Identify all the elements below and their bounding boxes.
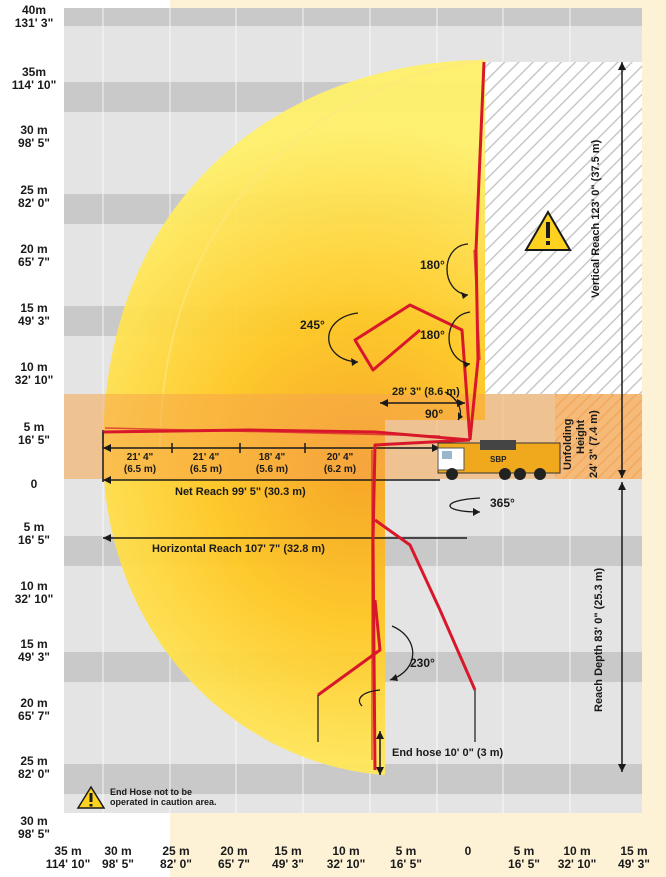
x-tick-ft: 16' 5" <box>390 857 422 871</box>
y-tick-ft: 32' 10" <box>14 373 54 387</box>
x-tick-m: 5 m <box>395 844 417 858</box>
net-reach-label: Net Reach 99' 5" (30.3 m) <box>175 486 306 498</box>
section-ft: 20' 4" <box>326 452 354 463</box>
y-tick-ft: 65' 7" <box>18 709 50 723</box>
reach-depth-label: Reach Depth 83' 0" (25.3 m) <box>593 567 605 712</box>
x-tick-m: 30 m <box>104 844 132 858</box>
note-warning-icon <box>76 785 106 809</box>
x-tick-m: 0 <box>464 844 472 858</box>
y-tick-ft: 49' 3" <box>18 314 50 328</box>
y-tick-ft: 98' 5" <box>18 827 50 841</box>
y-tick-ft: 16' 5" <box>18 433 50 447</box>
unfolding-label-2: Height <box>575 419 587 454</box>
y-tick-ft: 114' 10" <box>11 78 57 92</box>
x-tick-ft: 49' 3" <box>618 857 650 871</box>
y-tick-m: 15 m <box>20 301 48 315</box>
end-hose-label: End hose 10' 0" (3 m) <box>392 747 504 759</box>
x-tick-m: 25 m <box>162 844 190 858</box>
unfolding-label-3: 24' 3" (7.4 m) <box>588 410 600 478</box>
x-tick-m: 15 m <box>274 844 302 858</box>
x-tick-ft: 98' 5" <box>102 857 134 871</box>
first-section-label: 28' 3" (8.6 m) <box>392 386 460 398</box>
y-tick-ft: 49' 3" <box>18 650 50 664</box>
x-tick-ft: 49' 3" <box>272 857 304 871</box>
x-tick-m: 15 m <box>620 844 648 858</box>
y-tick-m: 30 m <box>20 814 48 828</box>
warning-line-1: End Hose not to be <box>110 787 192 797</box>
angle-arcs <box>328 243 481 707</box>
x-tick-ft: 82' 0" <box>160 857 192 871</box>
y-tick-ft: 16' 5" <box>18 533 50 547</box>
section-m: (5.6 m) <box>255 464 289 475</box>
x-tick-ft: 32' 10" <box>557 857 597 871</box>
end-hoses <box>102 432 476 742</box>
dimension-lines <box>102 62 623 775</box>
angle-180-top: 180° <box>420 258 445 272</box>
y-tick-ft: 82' 0" <box>18 196 50 210</box>
warning-line-2: operated in caution area. <box>110 797 217 807</box>
horizontal-reach-label: Horizontal Reach 107' 7" (32.8 m) <box>152 543 325 555</box>
y-tick-m: 35m <box>21 65 47 79</box>
angle-365: 365° <box>490 496 515 510</box>
y-tick-m: 5 m <box>23 420 45 434</box>
section-ft: 21' 4" <box>192 452 220 463</box>
section-m: (6.2 m) <box>323 464 357 475</box>
x-tick-m: 10 m <box>563 844 591 858</box>
y-tick-ft: 65' 7" <box>18 255 50 269</box>
x-tick-ft: 65' 7" <box>218 857 250 871</box>
y-tick-m: 25 m <box>20 754 48 768</box>
y-tick-m: 10 m <box>20 360 48 374</box>
y-tick-m: 15 m <box>20 637 48 651</box>
y-tick-ft: 131' 3" <box>14 16 54 30</box>
x-tick-m: 20 m <box>220 844 248 858</box>
truck: SBP <box>437 440 561 480</box>
y-tick-m: 40m <box>21 3 47 17</box>
x-tick-ft: 16' 5" <box>508 857 540 871</box>
x-tick-ft: 32' 10" <box>326 857 366 871</box>
warning-note: End Hose not to be operated in caution a… <box>110 787 217 807</box>
y-tick-ft: 32' 10" <box>14 592 54 606</box>
x-tick-m: 35 m <box>54 844 82 858</box>
y-tick-m: 30 m <box>20 123 48 137</box>
unfolding-label-1: Unfolding <box>562 418 574 470</box>
y-tick-m: 10 m <box>20 579 48 593</box>
x-tick-m: 5 m <box>513 844 535 858</box>
angle-245: 245° <box>300 318 325 332</box>
y-tick-m: 0 <box>30 477 38 491</box>
angle-180-mid: 180° <box>420 328 445 342</box>
x-tick-ft: 114' 10" <box>45 857 91 871</box>
caution-area <box>480 62 642 394</box>
angle-90: 90° <box>425 407 444 421</box>
truck-brand: SBP <box>490 455 507 464</box>
caution-warning-icon <box>524 210 572 251</box>
section-ft: 21' 4" <box>126 452 154 463</box>
y-tick-m: 20 m <box>20 242 48 256</box>
y-tick-m: 5 m <box>23 520 45 534</box>
section-ft: 18' 4" <box>258 452 286 463</box>
y-tick-ft: 98' 5" <box>18 136 50 150</box>
section-m: (6.5 m) <box>189 464 223 475</box>
section-m: (6.5 m) <box>123 464 157 475</box>
y-tick-m: 20 m <box>20 696 48 710</box>
y-tick-m: 25 m <box>20 183 48 197</box>
x-tick-m: 10 m <box>332 844 360 858</box>
vertical-reach-label: Vertical Reach 123' 0" (37.5 m) <box>590 139 602 298</box>
y-tick-ft: 82' 0" <box>18 767 50 781</box>
angle-230: 230° <box>410 656 435 670</box>
